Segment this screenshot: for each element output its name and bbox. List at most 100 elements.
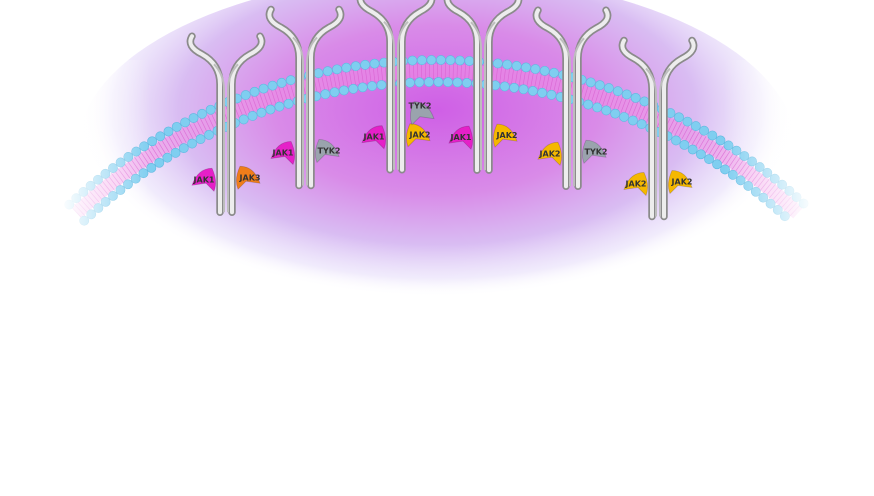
receptor-dimer: JAK2 JAK2 (618, 36, 698, 221)
lipid-head-outer (699, 125, 710, 136)
lipid-tail (340, 71, 345, 88)
lipid-head-inner (671, 135, 681, 146)
lipid-tail (196, 119, 205, 135)
lipid-tail (594, 88, 601, 104)
receptor-inner-chain (645, 67, 671, 217)
lipid-tail (553, 76, 558, 93)
receptor-chain (445, 0, 521, 173)
lipid-head-inner (592, 102, 603, 113)
lipid-tail (244, 98, 251, 114)
lipid-head-inner (546, 89, 557, 100)
receptor-dimer: JAK1 JAK2 (443, 0, 523, 174)
lipid-head-outer (369, 58, 380, 69)
lipid-tail (514, 69, 519, 85)
kinase-right-label: TYK2 (317, 146, 340, 155)
lipid-head-inner (712, 159, 722, 170)
lipid-tail (598, 89, 605, 105)
lipid-tail (251, 95, 258, 112)
lipid-head-outer (539, 65, 550, 76)
lipid-head-inner (178, 143, 189, 154)
lipid-head-inner (414, 77, 425, 88)
lipid-tail (356, 68, 360, 85)
lipid-head-inner (154, 157, 165, 168)
kinase-right-label: JAK2 (671, 177, 693, 186)
lipid-tail (507, 67, 511, 84)
lipid-head-inner (247, 111, 258, 121)
receptor-chain (534, 8, 610, 189)
lipid-tail (157, 141, 167, 156)
kinase-left (270, 141, 295, 166)
lipid-tail (289, 83, 296, 99)
receptor-chain (188, 34, 264, 215)
lipid-tail (616, 96, 624, 112)
lipid-head-outer (639, 96, 650, 107)
lipid-head-inner (704, 154, 714, 165)
lipid-head-inner (518, 84, 529, 95)
lipid-head-outer (249, 86, 260, 97)
lipid-tail (468, 63, 470, 80)
lipid-tail (270, 89, 277, 105)
lipid-tail (534, 72, 538, 89)
lipid-tail (694, 133, 704, 148)
lipid-tail (620, 97, 627, 113)
lipid-head-inner (265, 104, 276, 115)
lipid-tail (240, 100, 247, 116)
lipid-tail (282, 85, 288, 102)
lipid-head-inner (679, 139, 690, 150)
lipid-tail (557, 77, 562, 94)
kinase-left (361, 125, 386, 150)
receptor-dimer: TYK2 JAK1 JAK2 (356, 0, 436, 174)
lipid-tail (344, 70, 349, 87)
lipid-tail (255, 94, 262, 110)
lipid-head-inner (204, 129, 214, 140)
lipid-head-inner (443, 77, 453, 88)
lipid-tail (681, 125, 690, 141)
lipid-head-outer (197, 108, 207, 119)
lipid-tail (236, 101, 244, 117)
lipid-tail (333, 73, 337, 89)
lipid-tail (259, 93, 266, 109)
lipid-head-inner (452, 77, 463, 88)
lipid-head-outer (180, 117, 190, 128)
lipid-head-outer (240, 90, 251, 100)
lipid-head-outer (682, 116, 693, 127)
lipid-head-outer (267, 80, 278, 91)
lipid-tail (274, 87, 281, 104)
lipid-head-inner (195, 134, 206, 145)
lipid-head-outer (407, 55, 418, 66)
lipid-head-outer (350, 61, 361, 72)
lipid-tail (364, 67, 368, 84)
lipid-head-inner (628, 115, 638, 126)
lipid-head-inner (329, 87, 340, 98)
lipid-tail (701, 137, 711, 152)
lipid-tail (181, 127, 191, 142)
lipid-tail (160, 139, 170, 154)
lipid-head-outer (188, 113, 199, 123)
lipid-tail (526, 70, 530, 87)
lipid-tail (714, 145, 725, 160)
lipid-tail (631, 101, 639, 117)
lipid-tail (511, 68, 515, 85)
lipid-tail (336, 72, 341, 89)
receptor-inner-chain (470, 21, 496, 171)
lipid-tail (499, 66, 503, 83)
lipid-head-inner (320, 89, 331, 100)
kinase-right (582, 139, 607, 164)
lipid-tail (348, 70, 353, 87)
receptor-inner-chain (213, 63, 239, 213)
lipid-head-outer (163, 126, 174, 137)
lipid-tail (329, 73, 333, 90)
lipid-head-inner (461, 77, 472, 88)
kinase-left (448, 125, 473, 150)
lipid-tail (602, 90, 608, 107)
lipid-head-outer (285, 75, 296, 86)
kinase-extra (410, 101, 435, 126)
lipid-head-outer (322, 66, 333, 77)
kinase-right-label: TYK2 (584, 147, 607, 156)
lipid-head-inner (256, 107, 267, 118)
lipid-head-outer (594, 80, 605, 91)
lipid-head-outer (521, 62, 531, 73)
lipid-head-inner (187, 138, 197, 149)
lipid-head-outer (445, 55, 456, 66)
lipid-tail (613, 94, 620, 110)
